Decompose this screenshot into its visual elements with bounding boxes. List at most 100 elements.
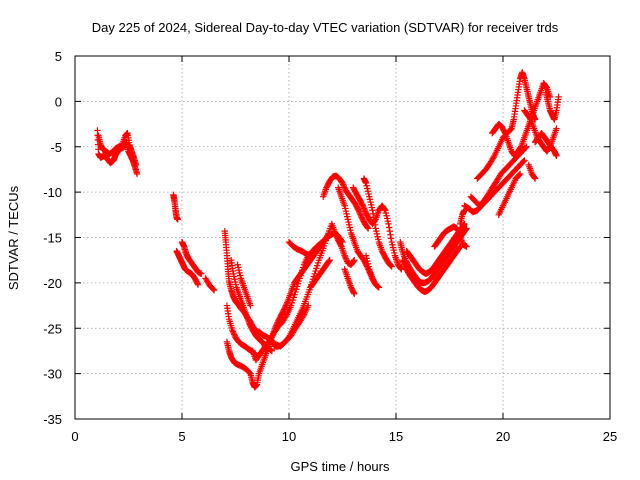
data-point-marker bbox=[337, 242, 344, 249]
y-tick-label: -25 bbox=[43, 321, 62, 336]
data-point-marker bbox=[360, 203, 367, 211]
data-point-marker bbox=[523, 143, 530, 150]
data-point-marker bbox=[457, 235, 465, 243]
data-point-marker bbox=[501, 128, 508, 136]
y-tick-label: -30 bbox=[43, 367, 62, 382]
data-point-marker bbox=[387, 231, 394, 238]
y-axis-label: SDTVAR / TECUs bbox=[6, 185, 21, 290]
data-point-marker bbox=[463, 243, 470, 250]
data-point-marker bbox=[351, 290, 358, 297]
data-point-marker bbox=[132, 161, 140, 169]
data-point-marker bbox=[371, 217, 378, 225]
y-tick-label: -5 bbox=[50, 140, 62, 155]
data-point-marker bbox=[341, 184, 348, 191]
data-point-marker bbox=[386, 227, 393, 235]
data-point-marker bbox=[210, 286, 217, 293]
grid-lines bbox=[75, 56, 610, 419]
data-point-marker bbox=[342, 253, 349, 261]
tick-labels: 0 5 10 15 20 25 -35 -30 -25 -20 -15 -10 -5 0 5 bbox=[43, 49, 617, 444]
data-point-marker bbox=[325, 257, 333, 265]
data-points bbox=[94, 69, 562, 391]
data-point-marker bbox=[370, 214, 377, 221]
data-point-marker bbox=[399, 256, 406, 264]
data-point-marker bbox=[247, 302, 254, 309]
data-point-marker bbox=[387, 235, 395, 242]
data-point-marker bbox=[229, 326, 236, 334]
data-point-marker bbox=[356, 209, 364, 217]
data-point-marker bbox=[516, 171, 523, 179]
data-point-marker bbox=[531, 175, 539, 182]
x-tick-label: 5 bbox=[178, 429, 185, 444]
data-point-marker bbox=[355, 207, 362, 214]
data-point-marker bbox=[387, 262, 395, 270]
data-point-marker bbox=[555, 93, 562, 101]
data-point-marker bbox=[281, 305, 288, 312]
chart-title: Day 225 of 2024, Sidereal Day-to-day VTE… bbox=[92, 20, 559, 35]
data-point-marker bbox=[210, 286, 218, 294]
x-tick-label: 10 bbox=[282, 429, 296, 444]
data-point-marker bbox=[194, 281, 202, 288]
data-point-marker bbox=[397, 265, 404, 272]
data-point-marker bbox=[521, 157, 528, 164]
data-point-marker bbox=[490, 154, 497, 161]
data-point-marker bbox=[399, 258, 407, 265]
y-tick-label: -20 bbox=[43, 276, 62, 291]
x-tick-label: 15 bbox=[389, 429, 403, 444]
axis-ticks bbox=[74, 55, 611, 420]
data-point-marker bbox=[359, 202, 367, 209]
data-point-marker bbox=[174, 216, 181, 223]
data-point-marker bbox=[387, 261, 394, 269]
data-point-marker bbox=[339, 238, 346, 246]
data-point-marker bbox=[361, 206, 368, 214]
data-point-marker bbox=[364, 225, 372, 232]
data-point-marker bbox=[364, 224, 371, 231]
y-tick-label: 0 bbox=[55, 94, 62, 109]
data-point-marker bbox=[268, 347, 276, 355]
data-point-marker bbox=[351, 256, 358, 264]
x-tick-label: 0 bbox=[71, 429, 78, 444]
data-point-marker bbox=[340, 182, 347, 190]
data-point-marker bbox=[339, 181, 347, 188]
data-point-marker bbox=[194, 280, 201, 287]
data-point-marker bbox=[381, 206, 388, 213]
data-point-marker bbox=[388, 263, 395, 270]
data-point-marker bbox=[326, 256, 333, 264]
y-tick-label: -35 bbox=[43, 412, 62, 427]
data-point-marker bbox=[401, 261, 408, 268]
data-point-marker bbox=[229, 328, 237, 335]
data-point-marker bbox=[463, 225, 470, 232]
data-point-marker bbox=[369, 207, 376, 214]
data-point-marker bbox=[553, 152, 560, 160]
data-point-marker bbox=[457, 234, 464, 241]
data-point-marker bbox=[307, 252, 314, 259]
data-point-marker bbox=[458, 237, 465, 244]
data-point-marker bbox=[531, 174, 538, 181]
y-tick-label: -15 bbox=[43, 231, 62, 246]
data-point-marker bbox=[369, 210, 377, 218]
data-point-marker bbox=[457, 243, 464, 250]
data-point-marker bbox=[385, 220, 392, 228]
data-point-marker bbox=[305, 302, 312, 309]
data-point-marker bbox=[338, 237, 345, 244]
data-point-marker bbox=[553, 125, 560, 132]
data-point-marker bbox=[520, 158, 527, 165]
y-tick-label: 5 bbox=[55, 49, 62, 64]
y-tick-label: -10 bbox=[43, 185, 62, 200]
data-point-marker bbox=[375, 284, 383, 291]
data-point-marker bbox=[456, 244, 463, 251]
x-tick-label: 25 bbox=[603, 429, 617, 444]
data-point-marker bbox=[283, 300, 290, 308]
data-point-marker bbox=[400, 259, 407, 267]
x-tick-label: 20 bbox=[496, 429, 510, 444]
data-point-marker bbox=[282, 312, 290, 320]
data-point-marker bbox=[342, 255, 350, 262]
data-point-marker bbox=[460, 221, 468, 228]
data-point-marker bbox=[341, 252, 348, 259]
data-point-marker bbox=[462, 226, 470, 233]
data-point-marker bbox=[516, 170, 524, 178]
data-point-marker bbox=[350, 289, 357, 296]
data-point-marker bbox=[357, 211, 364, 218]
data-point-marker bbox=[230, 329, 237, 337]
